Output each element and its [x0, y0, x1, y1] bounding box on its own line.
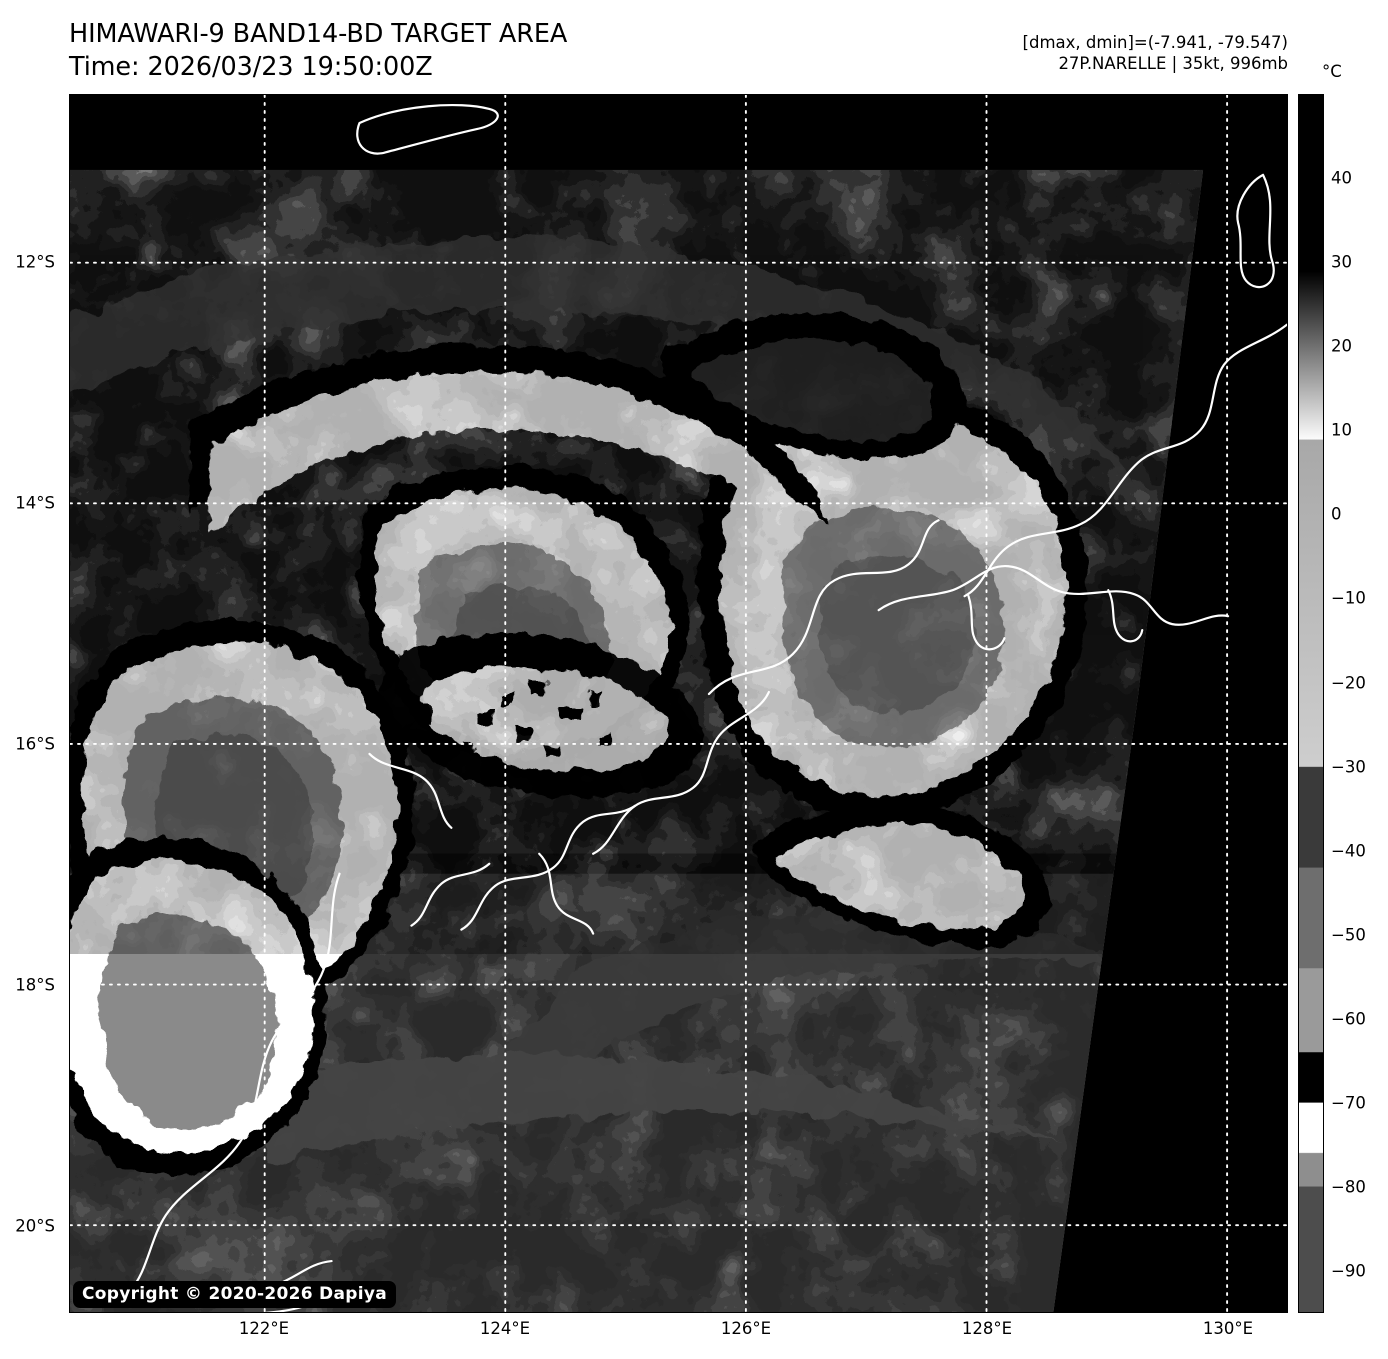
colorbar-tick--20: −20 — [1331, 673, 1366, 692]
metadata-block: [dmax, dmin]=(-7.941, -79.547) 27P.NAREL… — [1023, 32, 1288, 75]
xtick-128E: 128°E — [961, 1319, 1013, 1338]
colorbar-tick-40: 40 — [1331, 168, 1352, 188]
colorbar-unit-label: °C — [1322, 62, 1342, 81]
colorbar-tick-20: 20 — [1331, 336, 1352, 356]
satellite-image-plot[interactable] — [69, 94, 1288, 1313]
copyright-watermark: Copyright © 2020-2026 Dapiya — [73, 1281, 396, 1308]
colorbar-gradient — [1299, 95, 1323, 1312]
colorbar-tick--80: −80 — [1331, 1177, 1366, 1197]
colorbar-tick-10: 10 — [1331, 420, 1352, 440]
satellite-imagery — [70, 95, 1287, 1312]
colorbar-tick--40: −40 — [1331, 841, 1366, 861]
colorbar-tick-0: 0 — [1331, 504, 1342, 524]
dmax-dmin-label: [dmax, dmin]=(-7.941, -79.547) — [1022, 33, 1288, 52]
xtick-124E: 124°E — [479, 1319, 531, 1338]
xtick-126E: 126°E — [720, 1319, 772, 1338]
colorbar-tick-30: 30 — [1331, 252, 1352, 272]
page-title: HIMAWARI-9 BAND14-BD TARGET AREA Time: 2… — [69, 18, 567, 83]
ytick-20S: 20°S — [15, 1216, 55, 1236]
ytick-12S: 12°S — [15, 252, 55, 272]
xtick-130E: 130°E — [1202, 1319, 1254, 1338]
colorbar-tick--70: −70 — [1331, 1093, 1366, 1113]
colorbar-tick--60: −60 — [1331, 1009, 1366, 1029]
graticule — [70, 95, 1287, 1312]
timestamp-label: Time: 2026/03/23 19:50:00Z — [69, 51, 433, 82]
colorbar-tick--50: −50 — [1331, 925, 1366, 945]
ytick-14S: 14°S — [15, 493, 55, 513]
product-title: HIMAWARI-9 BAND14-BD TARGET AREA — [69, 19, 568, 49]
ytick-18S: 18°S — [15, 975, 55, 995]
colorbar[interactable] — [1298, 94, 1324, 1313]
storm-info-label: 27P.NARELLE | 35kt, 996mb — [1058, 54, 1288, 74]
coastline-overlay — [128, 103, 1287, 1312]
xtick-122E: 122°E — [238, 1319, 290, 1338]
ytick-16S: 16°S — [15, 734, 55, 754]
colorbar-tick--30: −30 — [1331, 757, 1366, 777]
colorbar-tick--10: −10 — [1331, 588, 1366, 608]
colorbar-tick--90: −90 — [1331, 1261, 1366, 1281]
